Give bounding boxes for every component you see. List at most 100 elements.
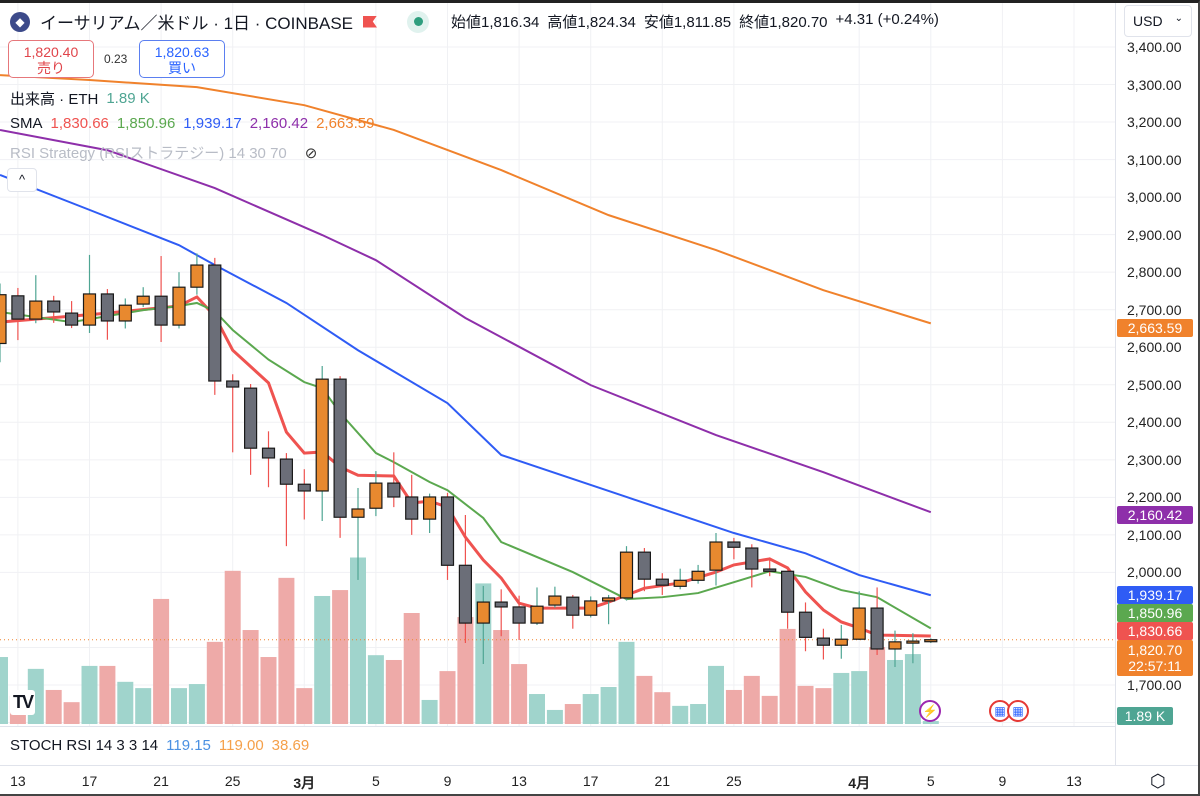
ethereum-icon: ◆ [10,11,30,32]
volume-legend[interactable]: 出来高 · ETH 1.89 K [10,90,150,108]
price-tick-label: 2,000.00 [1127,564,1182,581]
candle-body [297,483,311,492]
candle-body [906,640,920,644]
candle-body [619,551,634,599]
candle-body [100,293,115,322]
candle-body [601,597,616,602]
candle-body [494,601,508,608]
price-tick-label: 1,700.00 [1127,677,1182,693]
sell-button[interactable]: 1,820.40 売り [8,40,94,78]
price-tag: 1,939.17 [1117,585,1193,604]
volume-bar [725,689,742,724]
lightning-event-icon[interactable]: ⚡ [919,700,941,722]
candle-body [512,606,526,624]
price-tag: 2,663.59 [1117,318,1193,337]
candle-body [333,378,347,518]
sma-legend[interactable]: SMA 1,830.66 1,850.96 1,939.17 2,160.42 … [10,115,375,132]
volume-bar [314,595,331,724]
market-status-icon[interactable] [407,10,429,33]
date-label: 17 [582,773,599,789]
hidden-eye-icon[interactable]: ⊘ [304,144,318,162]
price-tick-label: 2,900.00 [1127,226,1182,243]
candle-body [924,639,938,643]
change-value: +4.31 (+0.24%) [835,11,939,28]
date-label: 13 [511,773,527,789]
candle-body [763,568,777,572]
volume-bar [851,671,868,724]
volume-bar [206,641,223,724]
volume-bar [421,699,438,724]
symbol-title[interactable]: イーサリアム／米ドル · 1日 · COINBASE [40,14,353,33]
chevron-down-icon: ⌄ [1174,13,1183,24]
volume-bar [887,659,903,724]
candle-body [315,378,329,492]
sma-value-4: 2,160.42 [249,115,309,132]
price-tick-label: 2,600.00 [1127,339,1182,356]
collapse-legend-button[interactable]: ^ [7,168,37,192]
sma-value-3: 1,939.17 [183,115,242,132]
volume-bar [743,675,760,724]
candle-body [0,294,7,345]
sma-line-4 [0,128,932,514]
candle-body [655,578,669,586]
price-tick-label: 2,500.00 [1127,376,1182,393]
candle-body [888,641,902,650]
volume-bar [636,675,653,724]
sma-value-5: 2,663.59 [316,115,375,132]
currency-select[interactable]: USD ⌄ [1124,5,1192,37]
date-label: 13 [10,773,26,789]
sma-line-2 [0,301,932,630]
candle-body [261,447,276,459]
price-tick-label: 3,200.00 [1127,114,1182,131]
volume-bar [63,702,80,724]
candle-body [226,380,240,388]
price-chart[interactable] [0,0,1115,726]
price-tick-label: 2,700.00 [1127,301,1182,318]
volume-bar [278,577,295,724]
volume-bar [833,672,850,724]
high-value: 1,824.34 [577,14,636,31]
price-tick-label: 2,800.00 [1127,264,1182,281]
candle-body [637,551,652,580]
close-value: 1,820.70 [769,14,828,31]
last-price: 1,820.70 [1127,641,1183,658]
volume-bar [260,657,277,724]
volume-bar [797,685,814,724]
tradingview-logo[interactable]: TV [10,690,36,715]
settings-icon[interactable]: ⬡ [1150,771,1166,791]
volume-bar [654,692,671,724]
date-label: 5 [926,773,935,789]
buy-button[interactable]: 1,820.63 買い [139,40,225,78]
date-label: 13 [1066,773,1082,789]
price-tick-label: 2,400.00 [1127,414,1182,431]
volume-bar [332,590,349,724]
us-flag-event-icon[interactable]: ▦ [1007,700,1029,722]
candle-body [387,482,401,498]
price-tick-label: 2,100.00 [1127,526,1182,543]
time-axis[interactable]: 13 17 21 25 3月 5 9 13 17 21 25 4月 5 9 13 [0,765,1200,796]
date-label: 3月 [293,775,316,791]
volume-bar [761,695,778,724]
sma-value-1: 1,830.66 [50,115,109,132]
price-tag: 1,850.96 [1117,603,1193,622]
candle-body [440,496,455,566]
date-label: 9 [998,773,1007,789]
flag-icon[interactable] [363,15,377,28]
candle-body [244,387,258,449]
sma-value-2: 1,850.96 [116,115,176,132]
volume-bar [511,664,528,724]
volume-bar [99,665,116,724]
candle-body [118,304,132,322]
volume-bar [904,654,921,724]
rsi-strategy-legend[interactable]: RSI Strategy (RSIストラテジー) 14 30 70 ⊘ [10,144,318,163]
candle-body [870,607,884,650]
volume-bar [171,688,187,724]
volume-bar [564,704,581,724]
volume-bar [153,598,170,724]
volume-bar [457,617,474,724]
candle-body [745,547,759,570]
volume-bar [224,570,241,724]
volume-bar [869,647,886,724]
stoch-rsi-legend[interactable]: STOCH RSI 14 3 3 14 119.15 119.00 38.69 [10,737,310,754]
volume-bar [672,705,689,724]
